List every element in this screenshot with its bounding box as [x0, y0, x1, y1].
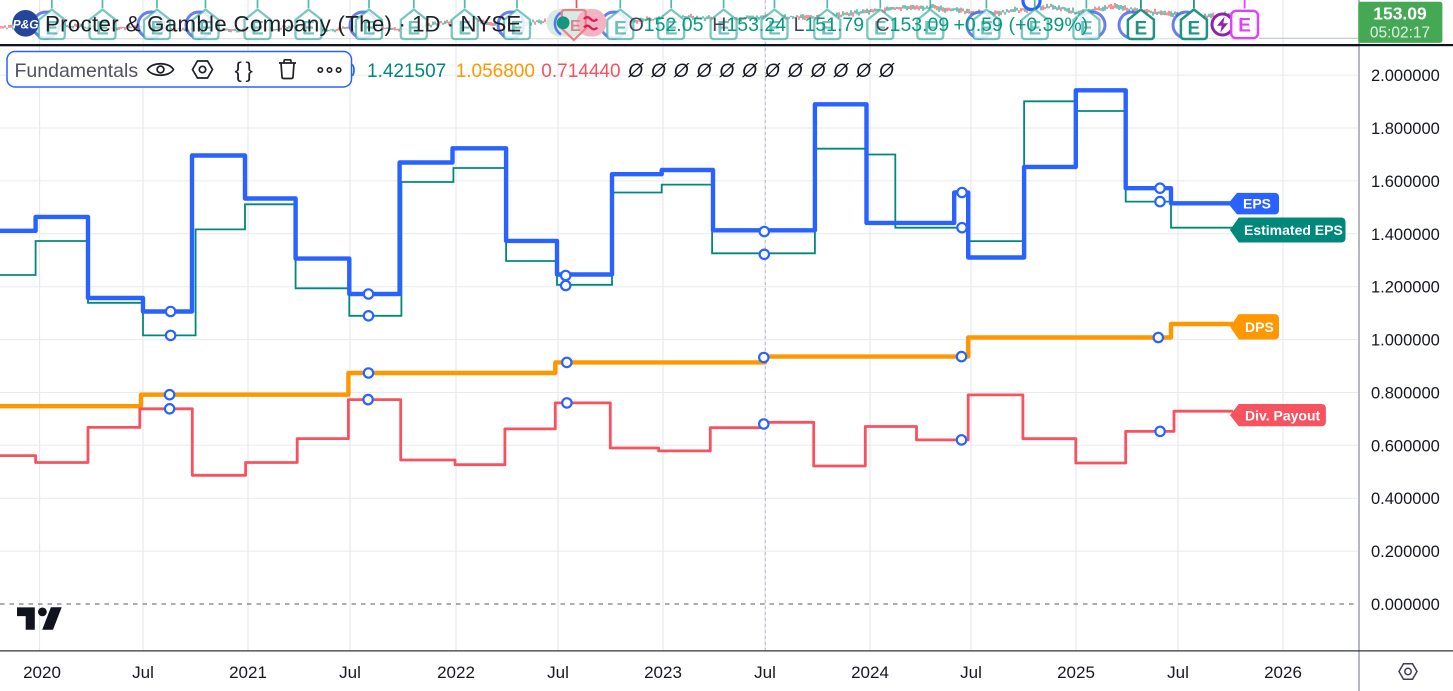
svg-text:05:02:17: 05:02:17	[1370, 25, 1430, 42]
svg-text:153.09: 153.09	[1373, 4, 1427, 24]
svg-text:Ø: Ø	[810, 61, 827, 82]
svg-text:E: E	[614, 19, 627, 40]
svg-text:Jul: Jul	[754, 663, 776, 682]
svg-text:E: E	[302, 19, 315, 40]
svg-text:Ø: Ø	[787, 61, 804, 82]
svg-text:L151.79: L151.79	[794, 14, 865, 36]
svg-text:E: E	[251, 19, 264, 40]
svg-text:Estimated EPS: Estimated EPS	[1244, 222, 1343, 238]
svg-text:2026: 2026	[1264, 663, 1302, 682]
svg-text:E: E	[768, 19, 781, 40]
svg-text:1.800000: 1.800000	[1371, 120, 1440, 138]
svg-text:Ø: Ø	[741, 61, 758, 82]
svg-text:Ø: Ø	[719, 61, 736, 82]
svg-text:{: {	[235, 58, 242, 83]
svg-text:1.400000: 1.400000	[1371, 226, 1440, 244]
svg-text:2025: 2025	[1057, 663, 1095, 682]
svg-text:Fundamentals: Fundamentals	[15, 60, 139, 82]
svg-text:Div. Payout: Div. Payout	[1245, 408, 1321, 424]
svg-text:Ø: Ø	[650, 61, 667, 82]
svg-text:1.000000: 1.000000	[1371, 332, 1440, 350]
svg-text:P&G: P&G	[13, 18, 39, 32]
svg-text:Ø: Ø	[764, 61, 781, 82]
svg-text:Ø: Ø	[855, 61, 872, 82]
svg-text:Jul: Jul	[1167, 663, 1189, 682]
svg-text:Ø: Ø	[833, 61, 850, 82]
svg-text:2023: 2023	[644, 663, 682, 682]
svg-text:Jul: Jul	[339, 663, 361, 682]
svg-text:C153.09: C153.09	[876, 14, 950, 36]
svg-text:E: E	[1080, 19, 1093, 40]
svg-text:E: E	[458, 19, 471, 40]
svg-text:Ø: Ø	[673, 61, 690, 82]
svg-text:E: E	[363, 19, 376, 40]
svg-text:Ø: Ø	[696, 61, 713, 82]
svg-text:E: E	[717, 19, 730, 40]
svg-text:O152.05: O152.05	[629, 14, 704, 36]
svg-text:0.000000: 0.000000	[1371, 596, 1440, 614]
svg-text:E: E	[1188, 19, 1201, 40]
svg-text:E: E	[407, 19, 420, 40]
svg-text:0.600000: 0.600000	[1371, 437, 1440, 455]
svg-text:Jul: Jul	[132, 663, 154, 682]
svg-text:}: }	[246, 58, 253, 83]
svg-text:E: E	[151, 19, 164, 40]
svg-text:1.600000: 1.600000	[1371, 173, 1440, 191]
svg-text:E: E	[96, 19, 109, 40]
svg-text:2.000000: 2.000000	[1371, 67, 1440, 85]
svg-text:Jul: Jul	[547, 663, 569, 682]
svg-text:1.200000: 1.200000	[1371, 279, 1440, 297]
svg-text:0.400000: 0.400000	[1371, 490, 1440, 508]
svg-text:1.421507: 1.421507	[367, 61, 446, 82]
svg-text:E: E	[199, 19, 212, 40]
svg-text:E: E	[511, 19, 524, 40]
svg-text:E: E	[1135, 19, 1148, 40]
svg-text:DPS: DPS	[1245, 319, 1274, 335]
svg-text:2024: 2024	[851, 663, 889, 682]
svg-text:0.714440: 0.714440	[541, 61, 620, 82]
svg-text:E: E	[1238, 16, 1251, 37]
svg-text:E: E	[821, 19, 834, 40]
svg-text:2021: 2021	[229, 663, 267, 682]
svg-text:E: E	[570, 18, 581, 35]
svg-text:1.056800: 1.056800	[456, 61, 535, 82]
svg-text:EPS: EPS	[1243, 196, 1271, 212]
svg-text:2020: 2020	[23, 663, 61, 682]
svg-text:E: E	[45, 19, 58, 40]
svg-text:E: E	[980, 19, 993, 40]
svg-text:+0.59: +0.59	[954, 14, 1003, 36]
svg-text:E: E	[1028, 19, 1041, 40]
svg-text:H153.24: H153.24	[712, 14, 786, 36]
svg-text:E: E	[874, 19, 887, 40]
svg-text:Ø: Ø	[878, 61, 895, 82]
svg-text:2022: 2022	[437, 663, 475, 682]
svg-text:0.800000: 0.800000	[1371, 385, 1440, 403]
svg-text:E: E	[924, 19, 937, 40]
svg-text:Jul: Jul	[960, 663, 982, 682]
svg-text:0.200000: 0.200000	[1371, 543, 1440, 561]
svg-text:E: E	[665, 19, 678, 40]
svg-text:Procter & Gamble Company (The): Procter & Gamble Company (The) · 1D · NY…	[45, 12, 521, 37]
svg-text:Ø: Ø	[627, 61, 644, 82]
svg-text:(+0.39%): (+0.39%)	[1009, 14, 1089, 36]
